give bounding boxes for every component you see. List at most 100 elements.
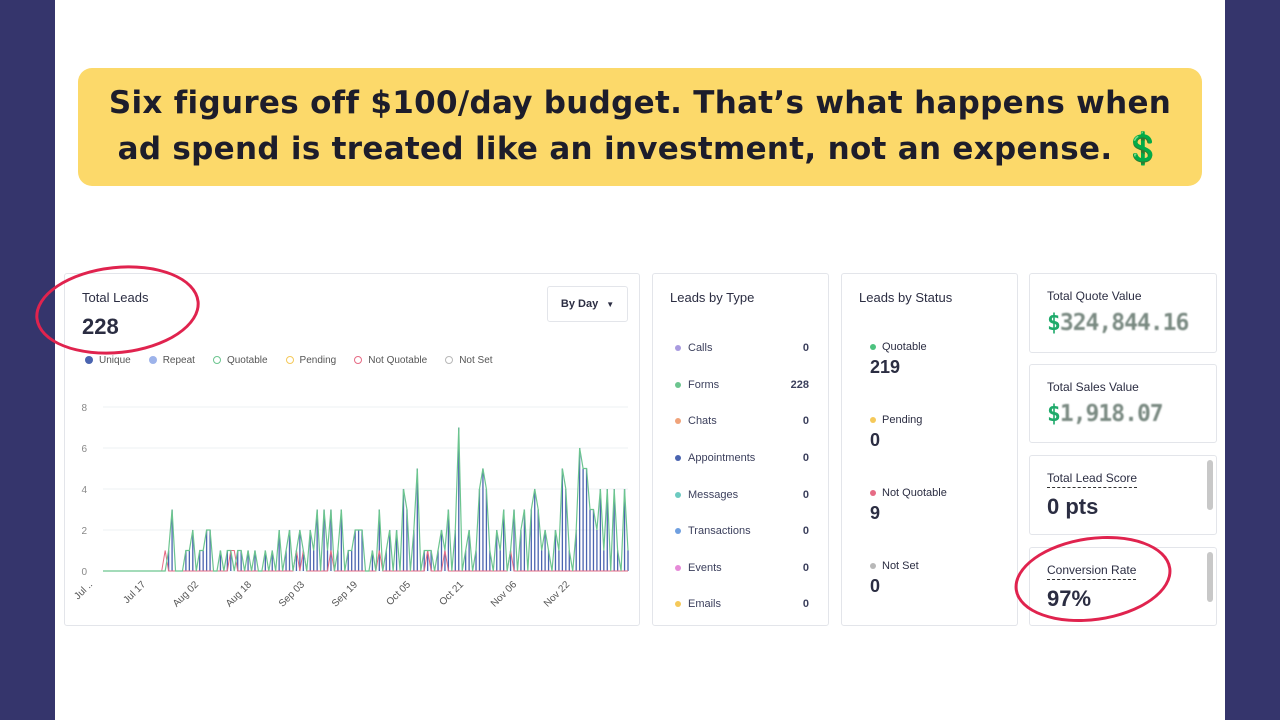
lead-type-events: Events 0 — [675, 550, 809, 587]
x-tick-label: Oct 05 — [385, 579, 414, 608]
conversion-rate-card: Conversion Rate 97% — [1029, 547, 1217, 626]
legend-item[interactable]: Quotable — [212, 355, 268, 366]
headline-line-2: ad spend is treated like an investment, … — [117, 131, 1163, 167]
legend-marker-icon — [354, 356, 363, 364]
dot-icon — [675, 418, 681, 425]
dot-icon — [675, 491, 681, 498]
leads-by-status-title: Leads by Status — [859, 290, 953, 305]
dot-icon — [675, 381, 681, 388]
right-border — [1225, 0, 1280, 720]
period-dropdown-label: By Day — [560, 298, 599, 310]
lead-type-count: 228 — [790, 378, 809, 391]
lead-status-label: Quotable — [882, 341, 927, 353]
lead-score-value: 0 pts — [1047, 494, 1099, 519]
conversion-rate-value: 97% — [1047, 586, 1092, 611]
legend-marker-icon — [85, 356, 93, 364]
lead-status-count: 0 — [870, 576, 881, 596]
lead-type-label: Appointments — [688, 452, 756, 465]
lead-type-label: Chats — [688, 415, 717, 428]
legend-item[interactable]: Not Set — [445, 355, 493, 366]
lead-status-label: Pending — [882, 414, 923, 426]
lead-type-count: 0 — [802, 488, 809, 501]
x-tick-label: Nov 06 — [489, 579, 519, 609]
lead-status-count: 0 — [870, 430, 881, 450]
period-dropdown[interactable]: By Day ▼ — [547, 286, 628, 322]
quote-value-card: Total Quote Value $324,844.16 — [1029, 273, 1217, 353]
leads-by-status-card: Leads by Status Quotable 219 Pending 0 Not Q… — [841, 273, 1018, 626]
lead-type-forms: Forms 228 — [675, 367, 809, 404]
legend-marker-icon — [285, 356, 294, 364]
total-leads-card: Total Leads 228 By Day ▼ Unique Repeat Quot… — [64, 273, 640, 626]
currency-symbol: $ — [1047, 401, 1061, 427]
legend-item[interactable]: Repeat — [148, 355, 195, 366]
dot-icon — [675, 528, 681, 535]
legend-item[interactable]: Not Quotable — [354, 355, 427, 366]
legend-label: Repeat — [162, 355, 195, 366]
lead-type-messages: Messages 0 — [675, 476, 809, 513]
y-tick-label: 8 — [81, 403, 87, 414]
dot-icon — [870, 490, 876, 496]
x-tick-label: Aug 18 — [224, 579, 254, 609]
dot-icon — [675, 564, 681, 571]
legend-label: Unique — [99, 355, 131, 366]
lead-score-title: Total Lead Score — [1047, 471, 1138, 488]
lead-status-not-quotable: Not Quotable 9 — [870, 487, 947, 524]
lead-type-label: Events — [688, 561, 722, 574]
legend-label: Pending — [299, 355, 337, 366]
legend-item[interactable]: Unique — [85, 355, 131, 366]
conversion-rate-title: Conversion Rate — [1047, 563, 1137, 580]
lead-status-quotable: Quotable 219 — [870, 341, 927, 378]
leads-by-type-title: Leads by Type — [670, 290, 755, 305]
currency-symbol: $ — [1047, 310, 1061, 336]
caret-down-icon: ▼ — [606, 299, 615, 309]
lead-type-transactions: Transactions 0 — [675, 513, 809, 550]
x-tick-label: Oct 21 — [438, 579, 467, 608]
quote-amount: 324,844.16 — [1059, 310, 1189, 336]
legend-item[interactable]: Pending — [285, 355, 337, 366]
leads-chart: 0 2 4 6 8 Jul .. Jul 17 Aug 02 Aug 18 Sep 03 Sep 1… — [72, 403, 629, 610]
dot-icon — [870, 563, 876, 569]
legend-label: Quotable — [226, 355, 268, 366]
lead-type-emails: Emails 0 — [675, 586, 809, 623]
leads-by-type-card: Leads by Type Calls 0 Forms 228 Chats 0 Appoin… — [652, 273, 829, 626]
lead-type-count: 0 — [802, 415, 809, 428]
quotable-line — [103, 427, 629, 572]
lead-score-card: Total Lead Score 0 pts — [1029, 455, 1217, 535]
x-tick-label: Jul .. — [72, 579, 95, 602]
x-tick-label: Aug 02 — [171, 579, 201, 609]
legend-label: Not Set — [459, 355, 493, 366]
lead-type-label: Transactions — [688, 525, 751, 538]
scrollbar[interactable] — [1207, 552, 1213, 602]
dot-icon — [870, 344, 876, 350]
dot-icon — [675, 455, 681, 462]
lead-type-calls: Calls 0 — [675, 330, 809, 367]
lead-status-count: 9 — [870, 503, 881, 523]
left-border — [0, 0, 55, 720]
scrollbar[interactable] — [1207, 460, 1213, 510]
lead-status-label: Not Quotable — [882, 487, 947, 499]
lead-type-count: 0 — [802, 525, 809, 538]
x-tick-label: Jul 17 — [121, 579, 148, 606]
lead-type-count: 0 — [802, 342, 809, 355]
dot-icon — [870, 417, 876, 423]
lead-type-chats: Chats 0 — [675, 403, 809, 440]
y-tick-label: 6 — [81, 444, 87, 455]
y-tick-label: 2 — [81, 526, 87, 537]
lead-type-label: Calls — [688, 342, 713, 355]
lead-type-appointments: Appointments 0 — [675, 440, 809, 477]
lead-type-label: Forms — [688, 378, 720, 391]
sales-value-card: Total Sales Value $1,918.07 — [1029, 364, 1217, 443]
legend-marker-icon — [445, 356, 454, 364]
chart-legend: Unique Repeat Quotable Pending Not Quotable N… — [85, 355, 493, 366]
headline-banner: Six figures off $100/day budget. That’s … — [78, 68, 1202, 186]
headline-line-1: Six figures off $100/day budget. That’s … — [108, 85, 1172, 121]
lead-status-count: 219 — [870, 357, 901, 377]
dot-icon — [675, 345, 681, 352]
lead-type-count: 0 — [802, 598, 809, 611]
x-tick-label: Sep 19 — [330, 579, 360, 609]
dot-icon — [675, 601, 681, 608]
x-tick-label: Nov 22 — [542, 579, 572, 609]
lead-type-count: 0 — [802, 452, 809, 465]
lead-status-label: Not Set — [882, 560, 919, 572]
quote-value-title: Total Quote Value — [1047, 289, 1142, 303]
